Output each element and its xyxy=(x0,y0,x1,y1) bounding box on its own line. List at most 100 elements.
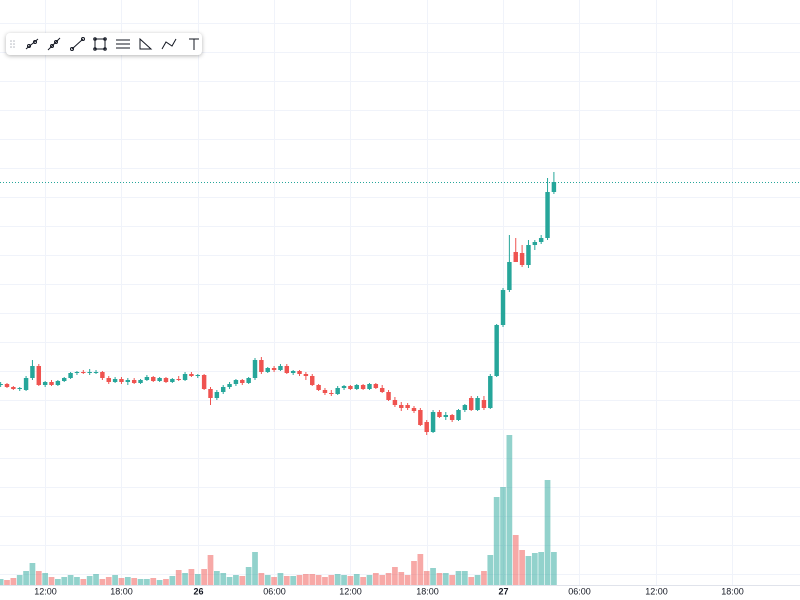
tool-extended-line[interactable] xyxy=(70,37,85,51)
candle-body xyxy=(354,385,359,389)
volume-bar xyxy=(207,555,214,585)
volume-bar xyxy=(112,575,118,585)
candle-body xyxy=(475,398,480,410)
volume-bar xyxy=(220,573,227,585)
volume-bar xyxy=(531,553,538,585)
candle-body xyxy=(131,380,137,383)
volume-bar xyxy=(194,574,201,585)
volume-bar xyxy=(48,577,55,585)
tool-parallel-channel[interactable] xyxy=(116,39,130,49)
volume-bar xyxy=(61,577,68,585)
tool-trend-line[interactable] xyxy=(25,38,39,50)
volume-bar xyxy=(417,554,424,585)
volume-bar xyxy=(309,574,316,585)
volume-bar xyxy=(29,563,36,585)
candle-body xyxy=(214,392,220,398)
candle-body xyxy=(405,405,410,408)
candle-body xyxy=(379,388,385,392)
volume-bar xyxy=(551,552,557,585)
volume-bar xyxy=(544,480,551,585)
candle-body xyxy=(112,379,118,382)
candle-body xyxy=(0,384,3,385)
volume-bar xyxy=(23,571,29,585)
candle-body xyxy=(55,381,61,385)
volume-bar xyxy=(99,579,106,585)
volume-bar xyxy=(10,578,17,585)
candle-body xyxy=(290,371,296,373)
candle-body xyxy=(68,373,73,378)
candle-body xyxy=(430,412,436,432)
volume-bar xyxy=(188,569,195,585)
tool-rectangle[interactable] xyxy=(93,37,107,51)
volume-bar xyxy=(398,572,405,585)
candle-body xyxy=(87,372,92,373)
volume-bar xyxy=(468,577,475,585)
candle-body xyxy=(456,410,461,420)
candle-body xyxy=(265,368,270,372)
candle-body xyxy=(201,375,207,389)
candle-body xyxy=(310,376,315,385)
candle-body xyxy=(507,262,512,290)
volume-bar xyxy=(449,575,456,585)
volume-bar xyxy=(455,571,462,585)
volume-bar xyxy=(392,567,398,585)
candle-body xyxy=(30,366,35,378)
volume-bar xyxy=(277,573,284,585)
candle-body xyxy=(157,378,162,381)
volume-bar xyxy=(131,578,138,585)
candle-body xyxy=(138,380,143,383)
x-tick-label: 12:00 xyxy=(645,586,668,596)
candle-body xyxy=(252,360,258,378)
candle-body xyxy=(246,378,251,383)
candle-body xyxy=(49,382,54,385)
drag-handle xyxy=(10,40,15,48)
candle-body xyxy=(284,366,290,373)
volume-bar xyxy=(519,550,525,585)
candle-body xyxy=(399,405,404,408)
candle-body xyxy=(125,380,131,382)
candle-body xyxy=(500,290,506,325)
volume-bar xyxy=(462,571,468,585)
candle-body xyxy=(100,372,105,378)
candle-body xyxy=(81,372,86,373)
tool-triangle[interactable] xyxy=(139,37,153,50)
x-tick-label: 18:00 xyxy=(721,586,744,596)
x-tick-label: 18:00 xyxy=(416,586,439,596)
candle-body xyxy=(36,366,42,385)
candle-body xyxy=(182,374,188,380)
x-tick-label: 26 xyxy=(193,586,203,596)
tool-ray[interactable] xyxy=(47,37,61,51)
volume-bar xyxy=(404,575,411,585)
volume-bar xyxy=(423,571,430,585)
volume-bar xyxy=(538,552,545,585)
candle-body xyxy=(392,400,398,405)
candle-body xyxy=(195,375,200,376)
volume-bar xyxy=(163,579,169,585)
volume-bar xyxy=(258,573,265,585)
candle-body xyxy=(233,380,239,384)
volume-bar xyxy=(512,535,519,585)
candle-body xyxy=(341,386,347,388)
tool-path[interactable] xyxy=(161,38,177,50)
volume-bar xyxy=(372,573,379,585)
volume-bar xyxy=(481,571,487,585)
tool-text[interactable] xyxy=(189,38,199,50)
volume-bar xyxy=(411,561,417,585)
candle-body xyxy=(526,245,531,265)
volume-bar xyxy=(290,576,297,585)
volume-bar xyxy=(334,574,341,585)
volume-bar xyxy=(42,573,49,585)
volume-bar xyxy=(271,577,277,585)
volume-bar xyxy=(430,568,436,585)
volume-bar xyxy=(436,573,443,585)
candle-body xyxy=(360,385,366,389)
candle-body xyxy=(4,384,10,387)
candle-body xyxy=(481,400,487,408)
volume-bar xyxy=(169,576,176,585)
candle-body xyxy=(189,374,194,376)
candle-body xyxy=(93,372,99,373)
volume-bar xyxy=(201,569,207,585)
volume-bar xyxy=(379,575,386,585)
volume-bar xyxy=(124,577,131,585)
volume-bar xyxy=(182,573,188,585)
